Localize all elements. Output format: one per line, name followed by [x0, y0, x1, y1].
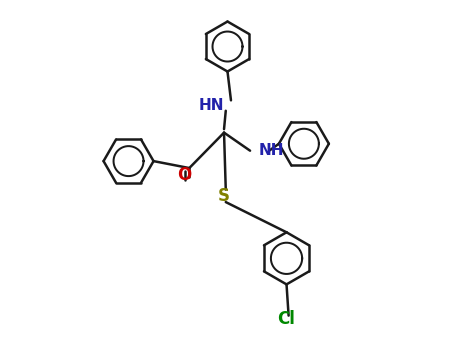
Text: S: S [218, 187, 230, 205]
Text: HN: HN [198, 98, 224, 113]
Text: NH: NH [259, 143, 284, 158]
Text: O: O [177, 166, 191, 184]
Text: Cl: Cl [277, 310, 295, 328]
